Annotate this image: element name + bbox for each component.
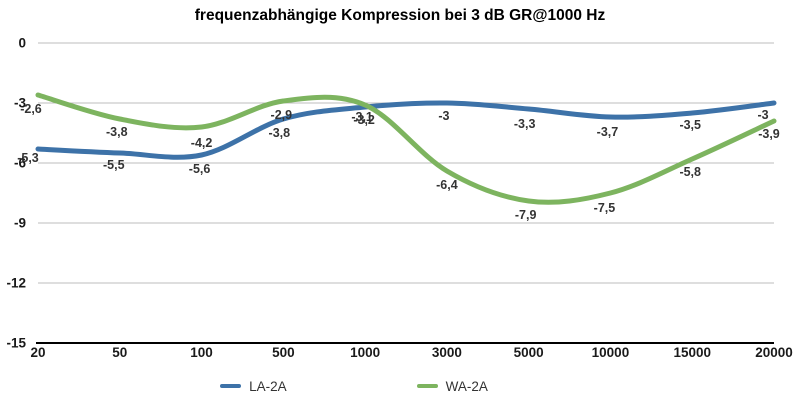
x-tick-label: 100	[190, 345, 213, 360]
data-label-la-2a-10000: -3,7	[597, 125, 619, 139]
y-tick-label: 0	[18, 36, 26, 51]
legend-line-swatch-wa-2a	[416, 384, 438, 388]
y-tick-label: -12	[6, 276, 26, 291]
legend-item-wa-2a: WA-2A	[416, 378, 488, 394]
data-label-wa-2a-10000: -7,5	[594, 201, 616, 215]
x-tick-label: 10000	[592, 345, 630, 360]
legend-line-swatch-la-2a	[220, 384, 242, 388]
data-label-la-2a-3000: -3	[438, 109, 449, 123]
chart-legend: LA-2A WA-2A	[0, 375, 754, 397]
y-tick-label: -6	[14, 156, 26, 171]
y-tick-label: -15	[6, 336, 26, 351]
chart-canvas: 0 -3 -6 -9 -12 -15 20 50 100 500 1000 3000 5000 10000…	[6, 36, 793, 361]
data-label-la-2a-100: -5,6	[189, 162, 211, 176]
data-label-la-2a-50: -5,5	[103, 158, 125, 172]
data-label-la-2a-1000: -3,2	[353, 113, 375, 127]
data-label-la-2a-15000: -3,5	[679, 118, 701, 132]
x-tick-label: 1000	[350, 345, 380, 360]
data-label-wa-2a-100: -4,2	[191, 136, 213, 150]
x-tick-label: 50	[112, 345, 127, 360]
chart-title: frequenzabhängige Kompression bei 3 dB G…	[194, 7, 606, 24]
data-label-wa-2a-20: -2,6	[20, 102, 42, 116]
data-label-la-2a-5000: -3,3	[514, 117, 536, 131]
x-tick-label: 20000	[755, 345, 793, 360]
x-tick-label: 15000	[673, 345, 711, 360]
data-label-la-2a-20000: -3	[757, 108, 768, 122]
data-label-la-2a-500: -3,8	[269, 126, 291, 140]
legend-label-wa-2a: WA-2A	[445, 378, 488, 394]
data-label-la-2a-20: -5,3	[17, 151, 39, 165]
legend-label-la-2a: LA-2A	[249, 378, 287, 394]
data-label-wa-2a-3000: -6,4	[436, 178, 458, 192]
data-label-wa-2a-5000: -7,9	[515, 208, 537, 222]
x-tick-label: 20	[30, 345, 45, 360]
data-label-wa-2a-500: -2,9	[271, 108, 293, 122]
series-line-la-2a	[35, 100, 777, 160]
y-tick-label: -3	[14, 96, 26, 111]
x-tick-label: 500	[272, 345, 295, 360]
x-tick-label: 5000	[514, 345, 544, 360]
data-label-wa-2a-50: -3,8	[106, 125, 128, 139]
series-line-wa-2a	[35, 92, 777, 205]
y-tick-label: -9	[14, 216, 26, 231]
data-label-wa-2a-15000: -5,8	[679, 165, 701, 179]
data-label-wa-2a-20000: -3,9	[758, 127, 780, 141]
x-tick-label: 3000	[432, 345, 462, 360]
data-label-wa-2a-1000: -3,1	[351, 110, 373, 124]
legend-item-la-2a: LA-2A	[220, 379, 287, 394]
